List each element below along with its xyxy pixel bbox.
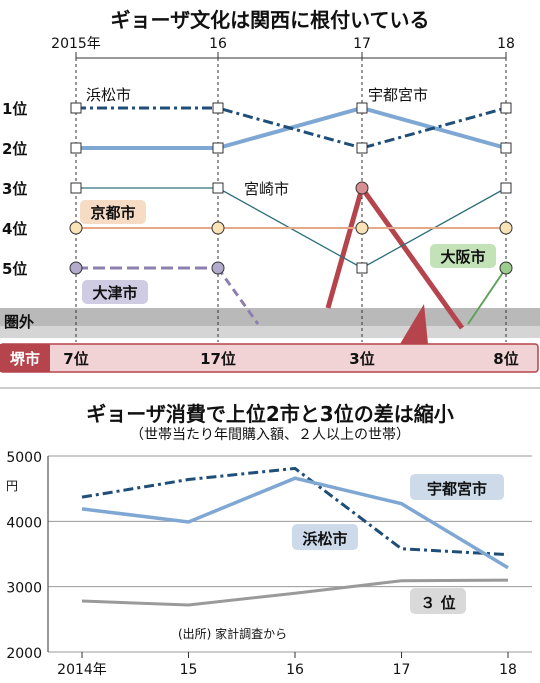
x-tick-label: 18 (499, 662, 517, 678)
point (212, 102, 224, 114)
point (70, 142, 82, 154)
series-line (81, 578, 509, 607)
point (212, 142, 224, 154)
y-tick-label: 5000 (6, 450, 42, 466)
out-of-rank-label: 圏外 (4, 313, 34, 331)
series-label-box (292, 524, 358, 550)
chart2-subtitle: （世帯当たり年間購入額、２人以上の世帯） (130, 427, 410, 443)
series-dropout-line (216, 267, 260, 325)
series-label-box (80, 200, 146, 224)
year-label: 18 (497, 36, 515, 52)
series-label-box (410, 474, 504, 500)
y-tick-label: 4000 (6, 515, 42, 531)
year-label: 17 (353, 36, 371, 52)
point (70, 102, 82, 114)
rank-label: 5位 (2, 260, 27, 278)
series-label: 宇都宮市 (427, 480, 487, 498)
point (211, 261, 225, 275)
series-label: 大阪市 (440, 248, 485, 266)
series-line (81, 466, 509, 557)
point (69, 261, 83, 275)
sakai-label: 堺市 (10, 350, 40, 368)
series-label: 浜松市 (86, 86, 131, 104)
source-note: (出所) 家計調査から (178, 626, 287, 641)
year-label: 2015年 (51, 36, 101, 52)
point (212, 182, 224, 194)
rank-label: 2位 (2, 140, 27, 158)
sakai-rank: 3位 (349, 350, 374, 368)
sakai-bar-label-box (0, 344, 50, 372)
point (69, 221, 83, 235)
x-tick-label: 15 (180, 662, 198, 678)
point (500, 182, 512, 194)
series-label: 大津市 (92, 284, 137, 302)
chart2-title: ギョーザ消費で上位2市と3位の差は縮小 (86, 402, 454, 426)
point (499, 261, 513, 275)
series-label-box (430, 244, 496, 268)
y-tick-label: 3000 (6, 581, 42, 597)
year-label: 16 (209, 36, 227, 52)
point (500, 102, 512, 114)
point (356, 142, 368, 154)
point (499, 221, 513, 235)
rank-label: 3位 (2, 180, 27, 198)
point (356, 102, 368, 114)
y-tick-label: 2000 (6, 646, 42, 662)
sakai-rank: 17位 (200, 350, 236, 368)
point (500, 142, 512, 154)
point (355, 181, 369, 195)
x-tick-label: 16 (286, 662, 304, 678)
out-of-rank-band-shade (0, 326, 540, 338)
sakai-callout (400, 304, 428, 344)
sakai-rank: 8位 (493, 350, 518, 368)
point (70, 182, 82, 194)
x-tick-label: 17 (393, 662, 411, 678)
point (355, 221, 369, 235)
series-label: 宮崎市 (244, 180, 289, 198)
series-label-box (410, 588, 466, 614)
point (211, 221, 225, 235)
series-line (81, 476, 509, 570)
series-label: 宇都宮市 (368, 86, 428, 104)
series-line (76, 106, 507, 150)
y-axis-unit: 円 (6, 479, 18, 493)
series-label-box (82, 280, 148, 304)
chart1-title: ギョーザ文化は関西に根付いている (110, 8, 430, 32)
x-tick-label: 2014年 (57, 662, 107, 678)
series-label: ３ 位 (420, 594, 455, 612)
series-entry-line (467, 267, 507, 325)
point (356, 262, 368, 274)
sakai-bar (0, 343, 539, 373)
rank-label: 1位 (2, 100, 27, 118)
series-label: 京都市 (90, 204, 135, 222)
rank-label: 4位 (2, 220, 27, 238)
series-label: 浜松市 (302, 530, 347, 548)
sakai-rank: 7位 (63, 350, 88, 368)
